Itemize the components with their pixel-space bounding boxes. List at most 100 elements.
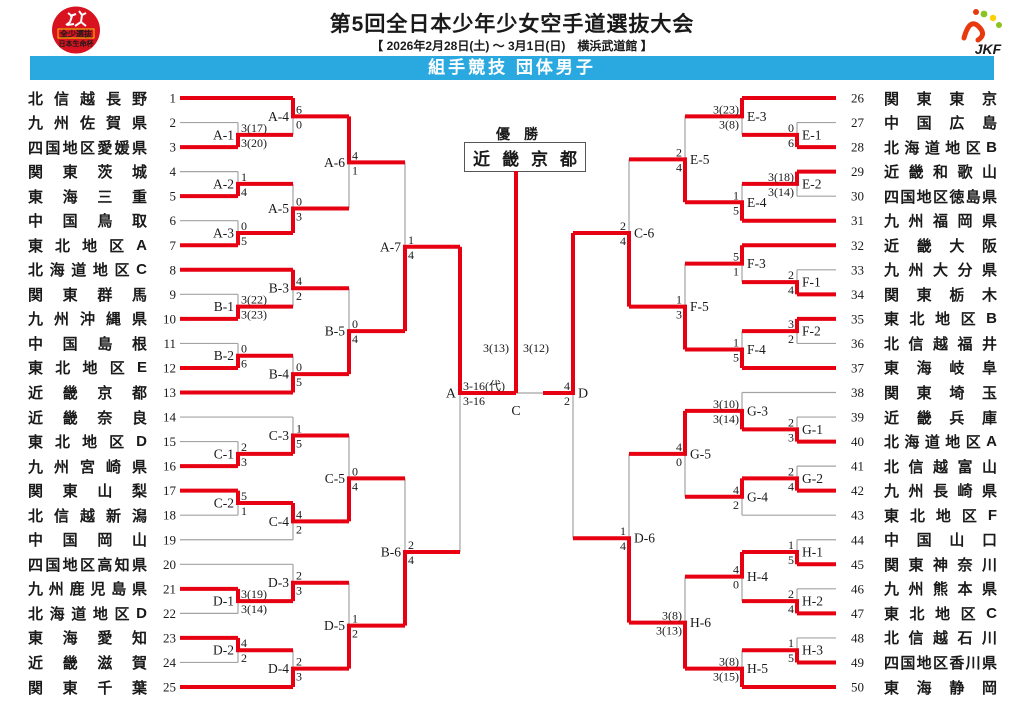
team-seed-8: 8 [170,262,177,277]
match-score-top-H-1: 1 [788,538,794,552]
team-seed-32: 32 [851,238,864,253]
team-seed-45: 45 [851,557,864,572]
match-score-bottom-C-1: 3 [241,455,247,469]
match-score-bottom-A-4: 0 [296,117,302,131]
match-score-bottom-A-1: 3(20) [241,136,267,150]
team-name-38: 関東埼玉 [884,385,997,402]
team-seed-9: 9 [170,287,177,302]
match-label-A-7: A-7 [380,239,401,254]
match-label-E-2: E-2 [802,176,822,191]
team-seed-21: 21 [163,581,176,596]
match-score-bottom-A: 3-16 [463,394,485,408]
match-score-top-H-5: 3(8) [719,655,739,669]
match-label-F-4: F-4 [747,342,766,357]
match-label-C-1: C-1 [214,446,234,461]
page-title: 第5回全日本少年少女空手道選抜大会 [329,13,695,36]
match-score-top-E-5: 2 [676,145,682,159]
jkf-figure-icon [961,21,986,43]
team-name-42: 九州長崎県 [884,483,997,501]
match-score-bottom-H-5: 3(15) [713,670,739,684]
match-label-A-5: A-5 [268,201,289,216]
winner-path [685,408,744,430]
match-score-bottom-E-2: 3(14) [768,185,794,199]
team-name-31: 九州福岡県 [884,213,997,231]
match-label-A: A [446,387,457,402]
match-score-top-B-4: 0 [296,360,302,374]
match-score-bottom-C-4: 2 [296,522,302,536]
match-score-top-A-6: 4 [352,148,358,162]
badge-figure-icon [74,10,87,27]
match-score-top-E-4: 1 [733,188,739,202]
match-score-bottom-C-3: 5 [296,436,302,450]
team-seed-12: 12 [163,360,176,375]
match-score-bottom-B-5: 4 [352,332,358,346]
match-score-bottom-D-2: 2 [241,651,247,665]
match-score-bottom-E-4: 5 [733,203,739,217]
team-seed-20: 20 [163,557,176,572]
match-score-top-A-3: 0 [241,219,247,233]
winner-path [543,232,575,395]
winner-path [403,550,460,626]
match-label-H-6: H-6 [690,615,711,630]
team-name-20: 四国地区高知県 [28,556,147,574]
match-label-B-6: B-6 [381,545,402,560]
match-label-E-4: E-4 [747,195,767,210]
match-score-top-B-2: 0 [241,342,247,356]
team-seed-10: 10 [163,311,176,326]
match-score-top-A-7: 1 [408,233,414,247]
match-score-bottom-A-3: 5 [241,234,247,248]
team-seed-3: 3 [170,140,177,155]
team-seed-4: 4 [170,164,177,179]
match-label-G-2: G-2 [802,471,823,486]
team-name-49: 四国地区香川県 [884,654,997,672]
winner-path [291,580,349,602]
team-name-19: 中国岡山 [28,532,147,550]
winner-path [291,372,349,393]
match-label-D-2: D-2 [213,643,234,658]
match-score-bottom-G-4: 2 [733,498,739,512]
winner-path [629,410,687,456]
match-score-bottom-G-1: 3 [788,430,794,444]
winner-path [236,230,293,246]
champion-box: 近畿京都 [464,142,586,172]
match-label-F-3: F-3 [747,256,766,271]
winner-path [742,171,799,186]
winner-path [742,280,799,295]
team-name-46: 九州熊本県 [884,581,997,599]
team-name-18: 北信越新潟 [28,507,147,525]
team-seed-5: 5 [170,189,177,204]
team-name-27: 中国広島 [884,115,997,133]
match-score-bottom-H-2: 4 [788,602,794,616]
match-label-B-4: B-4 [269,367,290,382]
match-label-B-3: B-3 [269,281,290,296]
match-score-bottom-D-1: 3(14) [241,602,267,616]
winner-path [685,666,744,688]
team-seed-18: 18 [163,508,176,523]
match-score-top-F-2: 3 [788,317,794,331]
match-score-bottom-G-3: 3(14) [713,412,739,426]
match-label-B-5: B-5 [325,324,346,339]
team-name-26: 関東東京 [884,90,997,108]
match-label-B-1: B-1 [214,299,234,314]
team-name-3: 四国地区愛媛県 [28,139,147,157]
match-label-D-3: D-3 [268,575,289,590]
match-score-bottom-H-1: 5 [788,553,794,567]
match-label-A-2: A-2 [213,176,234,191]
event-date-venue: 【 2026年2月28日(土) ～ 3月1日(日) 横浜武道館 】 [371,39,653,53]
match-score-top-H-4: 4 [733,563,739,577]
champion-label: 優勝 [496,126,552,142]
match-score-bottom-E-3: 3(8) [719,117,739,131]
winner-path [573,230,631,307]
match-label-C-6: C-6 [634,225,655,240]
team-seed-38: 38 [851,385,864,400]
match-score-top-A-2: 1 [241,170,247,184]
team-seed-47: 47 [851,606,865,621]
